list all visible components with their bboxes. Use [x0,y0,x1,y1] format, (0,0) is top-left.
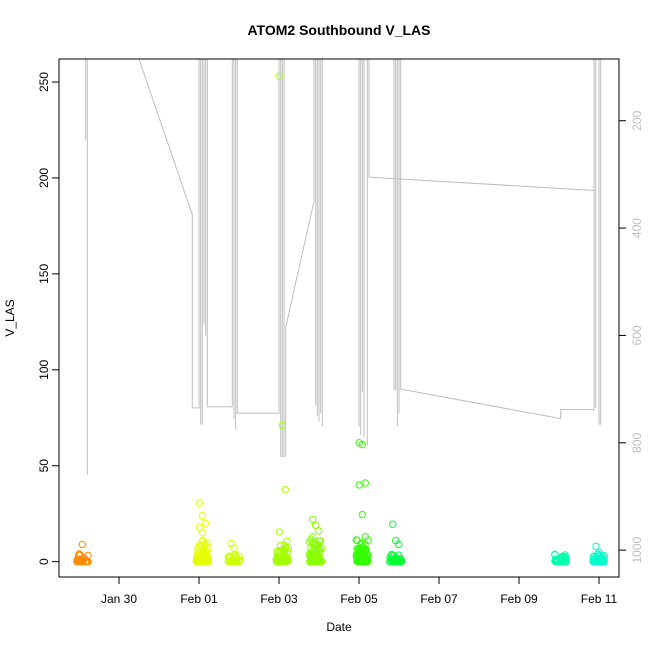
scatter-point [358,510,366,519]
y-tick-label: 150 [37,264,51,284]
y-tick-label: 100 [37,359,51,379]
scatter-point [197,541,206,550]
y-tick-label: 200 [37,168,51,188]
scatter-point [590,557,598,566]
scatter-point [280,541,289,550]
scatter-point [356,557,364,566]
y-axis-label: V_LAS [3,299,17,336]
scatter-point [281,486,289,494]
scatter-point [312,521,320,529]
scatter-point [203,546,212,555]
scatter-point [200,557,208,566]
scatter-point [309,515,317,524]
y-tick-label: 50 [37,459,51,473]
scatter-point [313,557,321,566]
x-tick-label: Feb 09 [500,592,538,606]
secondary-y-tick-label: 600 [630,325,644,345]
scatter-point [551,550,559,558]
scatter-point [312,556,320,564]
scatter-point [395,540,403,549]
scatter-point [358,440,366,449]
scatter-point [195,523,204,531]
secondary-y-axis: 200 400 600 800 1000 [619,110,644,564]
secondary-series-line [85,58,602,475]
scatter-point [396,556,405,565]
x-tick-label: Feb 05 [340,592,378,606]
secondary-y-tick-label: 400 [630,218,644,238]
scatter-point [317,544,325,552]
scatter-point [592,553,600,562]
scatter-point [227,539,235,548]
scatter-point [315,527,323,535]
y-tick-label: 250 [37,72,51,92]
scatter-point [307,552,316,560]
scatter-point [192,557,201,565]
scatter-point [82,557,91,565]
scatter-point [280,547,289,555]
x-tick-label: Jan 30 [101,592,137,606]
scatter-point [230,544,238,552]
scatter-point [78,540,87,549]
x-axis-label: Date [326,620,352,634]
scatter-point [389,557,398,566]
y-tick-label: 0 [37,558,51,565]
scatter-point [275,72,283,81]
y-axis: 0 50 100 150 200 250 [37,72,59,565]
scatter-point [198,529,207,537]
scatter-point [195,499,204,507]
scatter-point [309,533,317,541]
scatter-point [388,556,396,565]
scatter-point [561,557,570,566]
scatter-point [197,558,205,566]
scatter-point [595,548,603,556]
scatter-point [362,557,370,566]
scatter-point [354,553,363,562]
scatter-point [389,520,397,528]
scatter-point [355,481,363,489]
scatter-point [228,557,236,566]
x-tick-label: Feb 01 [180,592,218,606]
scatter-point [354,555,363,564]
scatter-point [357,539,365,548]
secondary-y-tick-label: 1000 [630,536,644,563]
scatter-point [75,557,83,566]
scatter-point [307,557,316,566]
scatter-point [278,421,286,430]
scatter-point [390,552,398,560]
scatter-point [281,556,289,564]
scatter-point [357,545,366,553]
scatter-point [361,533,369,541]
secondary-series [85,58,602,475]
scatter-point [75,550,84,558]
scatter-points [73,72,609,566]
scatter-point [198,511,207,520]
x-tick-label: Feb 03 [260,592,298,606]
scatter-point [198,537,207,545]
scatter-point [232,557,241,566]
x-tick-label: Feb 11 [581,592,618,606]
secondary-y-tick-label: 800 [630,432,644,452]
scatter-point [275,528,283,536]
plot-frame [58,58,620,578]
secondary-y-tick-label: 200 [630,110,644,130]
x-tick-label: Feb 07 [420,592,458,606]
scatter-point [282,558,290,566]
chart-title: ATOM2 Southbound V_LAS [247,22,430,38]
scatter-point [557,558,566,566]
scatter-point [592,542,600,550]
scatter-point [312,540,320,548]
scatter-point [355,552,364,560]
x-axis: Jan 30 Feb 01 Feb 03 Feb 05 Feb 07 Feb 09 Feb … [101,577,618,606]
scatter-point [273,547,281,555]
scatter-point [201,519,210,527]
scatter-point [361,479,369,487]
